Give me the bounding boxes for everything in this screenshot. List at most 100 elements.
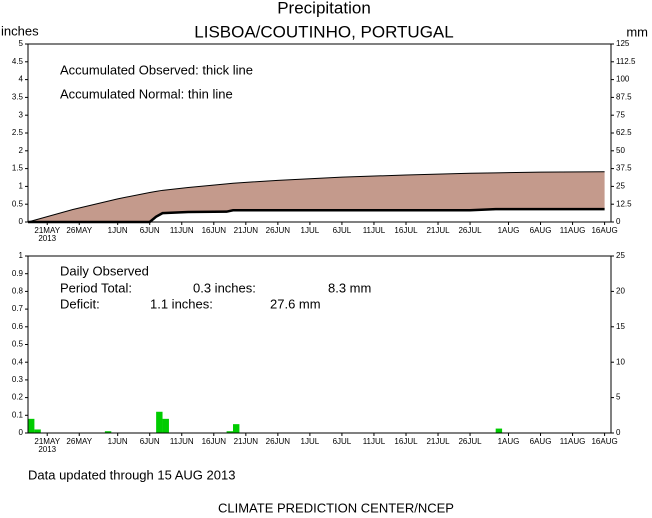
annotation: Accumulated Observed: thick line <box>60 62 253 77</box>
y2-axis-label: mm <box>626 24 648 39</box>
y-axis-label: inches <box>1 23 39 38</box>
bar <box>104 431 112 433</box>
y-tick-label: 2 <box>19 146 24 155</box>
bar <box>226 431 234 433</box>
y-tick-label: 0.9 <box>12 269 24 278</box>
y-tick-label: 0.7 <box>12 304 24 313</box>
y2-tick-label: 87.5 <box>616 93 632 102</box>
y-tick-label: 0.3 <box>12 375 24 384</box>
y-tick-label: 2.5 <box>12 128 24 137</box>
annotation: 27.6 mm <box>270 296 321 311</box>
x-tick-label: 11AUG <box>560 437 586 446</box>
x-tick-label: 21JUL <box>426 437 450 446</box>
x-tick-label: 26MAY <box>66 226 92 235</box>
y2-tick-label: 0 <box>616 217 621 226</box>
x-tick-label: 11JUL <box>363 437 386 446</box>
chart-title: Precipitation <box>277 0 371 17</box>
y2-tick-label: 0 <box>616 428 621 437</box>
x-tick-label: 1JUL <box>301 437 320 446</box>
annotation: Period Total: <box>60 280 132 295</box>
chart-subtitle: LISBOA/COUTINHO, PORTUGAL <box>194 22 453 41</box>
y-tick-label: 1.5 <box>12 164 24 173</box>
bar <box>495 428 503 433</box>
x-tick-label: 11JUN <box>170 226 194 235</box>
x-tick-label: 16JUN <box>202 226 227 235</box>
x-tick-label: 16JUN <box>202 437 227 446</box>
y-tick-label: 1 <box>19 251 24 260</box>
bar <box>233 424 240 433</box>
bar <box>28 418 35 433</box>
x-tick-label: 21JUN <box>234 437 259 446</box>
y2-tick-label: 12.5 <box>616 199 632 208</box>
annotation: Accumulated Normal: thin line <box>60 86 233 101</box>
line <box>27 171 605 223</box>
x-tick-label: 6JUL <box>333 437 352 446</box>
y2-tick-label: 37.5 <box>616 164 632 173</box>
x-tick-label: 16AUG <box>591 226 617 235</box>
x-tick-label: 1JUL <box>301 226 320 235</box>
x-year-label: 2013 <box>38 234 56 243</box>
annotation: 0.3 inches: <box>193 280 256 295</box>
y-tick-label: 0 <box>19 217 24 226</box>
annotation: Daily Observed <box>60 263 149 278</box>
y-tick-label: 0 <box>19 428 24 437</box>
annotation: 1.1 inches: <box>150 296 213 311</box>
footer-updated: Data updated through 15 AUG 2013 <box>28 467 235 482</box>
x-tick-label: 26JUN <box>266 226 291 235</box>
x-tick-label: 6AUG <box>530 226 552 235</box>
x-tick-label: 21MAY <box>34 437 60 446</box>
y-tick-label: 0.5 <box>12 199 24 208</box>
y-tick-label: 4 <box>19 75 24 84</box>
y2-tick-label: 10 <box>616 357 625 366</box>
x-tick-label: 1JUN <box>108 226 128 235</box>
y2-tick-label: 62.5 <box>616 128 632 137</box>
x-year-label: 2013 <box>38 445 56 454</box>
x-tick-label: 21JUL <box>426 226 450 235</box>
y-tick-label: 0.6 <box>12 322 24 331</box>
x-tick-label: 6JUN <box>140 437 160 446</box>
y-tick-label: 0.8 <box>12 287 24 296</box>
y2-tick-label: 15 <box>616 322 625 331</box>
x-tick-label: 21MAY <box>34 226 60 235</box>
y-tick-label: 4.5 <box>12 57 24 66</box>
y2-tick-label: 75 <box>616 110 625 119</box>
y2-tick-label: 25 <box>616 182 625 191</box>
bar <box>156 411 163 433</box>
x-tick-label: 6AUG <box>530 437 552 446</box>
y2-tick-label: 25 <box>616 251 625 260</box>
x-tick-label: 6JUL <box>333 226 352 235</box>
y-tick-label: 3.5 <box>12 93 24 102</box>
y-tick-label: 0.4 <box>12 357 24 366</box>
y-tick-label: 0.2 <box>12 393 24 402</box>
y2-tick-label: 5 <box>616 393 621 402</box>
x-tick-label: 1AUG <box>498 226 520 235</box>
x-tick-label: 26JUL <box>458 226 482 235</box>
footer-credit: CLIMATE PREDICTION CENTER/NCEP <box>218 500 454 515</box>
y2-tick-label: 125 <box>616 39 630 48</box>
y-tick-label: 0.1 <box>12 410 24 419</box>
x-tick-label: 16JUL <box>394 437 418 446</box>
x-tick-label: 16AUG <box>591 437 617 446</box>
annotation: Deficit: <box>60 296 100 311</box>
y2-tick-label: 100 <box>616 75 630 84</box>
y2-tick-label: 20 <box>616 287 625 296</box>
y-tick-label: 1 <box>19 182 24 191</box>
x-tick-label: 26JUL <box>458 437 482 446</box>
annotation: 8.3 mm <box>328 280 371 295</box>
y-tick-label: 0.5 <box>12 340 24 349</box>
x-tick-label: 26MAY <box>66 437 92 446</box>
bar <box>34 429 41 433</box>
x-tick-label: 26JUN <box>266 437 291 446</box>
x-tick-label: 11AUG <box>560 226 586 235</box>
y-tick-label: 3 <box>19 110 24 119</box>
x-tick-label: 21JUN <box>234 226 259 235</box>
x-tick-label: 11JUN <box>170 437 194 446</box>
x-tick-label: 11JUL <box>363 226 386 235</box>
bar <box>162 418 169 433</box>
y2-tick-label: 50 <box>616 146 625 155</box>
y2-tick-label: 112.5 <box>616 57 636 66</box>
y-tick-label: 5 <box>19 39 24 48</box>
x-tick-label: 1AUG <box>498 437 520 446</box>
